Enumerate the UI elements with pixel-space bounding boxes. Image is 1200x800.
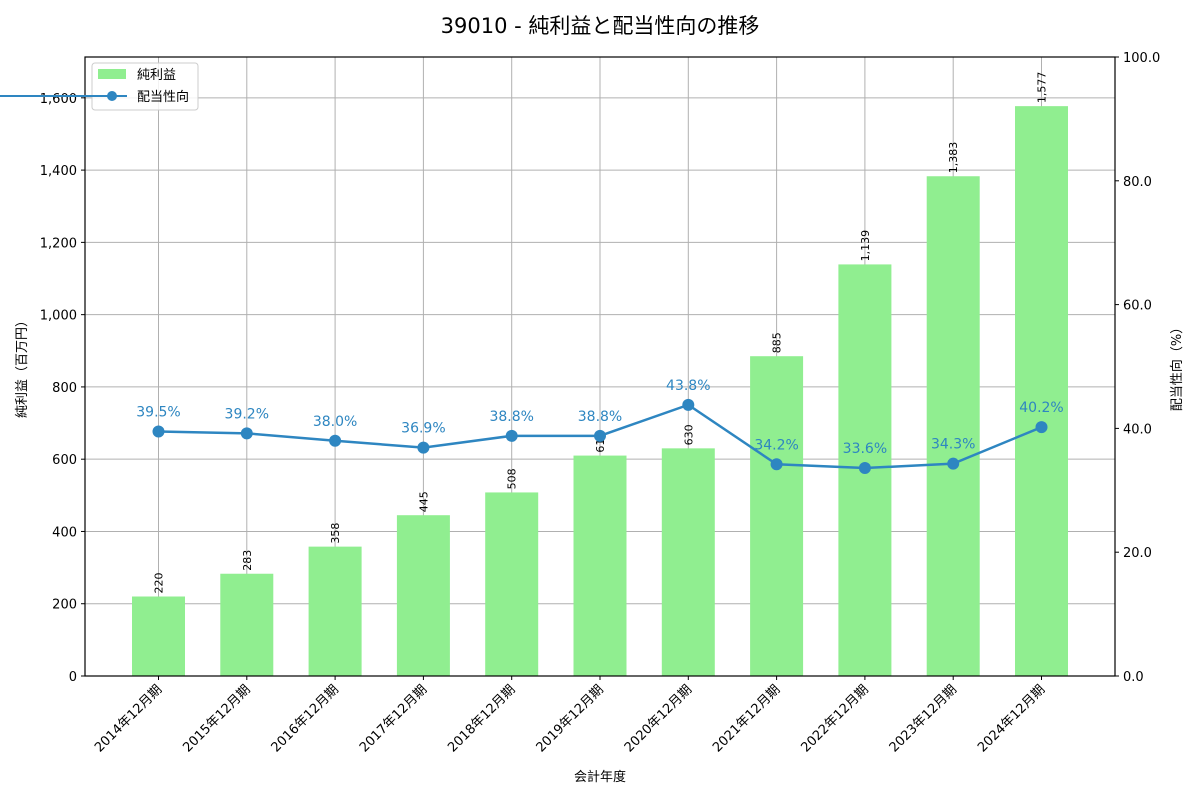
bar bbox=[220, 573, 274, 676]
bar-value-label: 885 bbox=[771, 332, 784, 353]
bar-value-label: 358 bbox=[329, 523, 342, 544]
line-marker bbox=[858, 462, 871, 475]
bar-value-label: 1,577 bbox=[1036, 72, 1049, 104]
bar bbox=[1015, 106, 1068, 677]
payout-ratio-label: 39.2% bbox=[225, 406, 269, 422]
bar bbox=[132, 596, 185, 676]
bar bbox=[661, 448, 715, 676]
right-tick-label: 100.0 bbox=[1123, 51, 1160, 66]
x-axis-title: 会計年度 bbox=[574, 769, 626, 785]
line-marker bbox=[594, 429, 606, 442]
line-marker bbox=[682, 398, 695, 411]
line-marker bbox=[329, 434, 342, 447]
line-marker bbox=[505, 429, 518, 442]
payout-ratio-line bbox=[152, 398, 1048, 475]
left-tick-label: 400 bbox=[52, 525, 77, 540]
payout-ratio-label: 34.3% bbox=[931, 437, 975, 453]
right-y-axis: 0.0 20.0 40.0 60.0 80.0 100.0 bbox=[1115, 51, 1160, 685]
category-label: 2015年12月期 bbox=[180, 682, 253, 755]
bar-value-label: 1,383 bbox=[947, 142, 960, 174]
left-tick-label: 1,400 bbox=[40, 164, 77, 179]
category-label: 2021年12月期 bbox=[710, 682, 783, 755]
category-label: 2020年12月期 bbox=[622, 682, 695, 755]
left-axis-title: 純利益（百万円） bbox=[15, 314, 30, 418]
payout-ratio-label: 43.8% bbox=[666, 378, 710, 394]
payout-ratio-label: 33.6% bbox=[843, 441, 887, 457]
chart-title: 39010 - 純利益と配当性向の推移 bbox=[440, 14, 760, 38]
line-marker bbox=[1035, 421, 1048, 434]
line-marker bbox=[152, 425, 165, 438]
bar bbox=[308, 546, 362, 676]
bar-value-label: 283 bbox=[241, 550, 254, 571]
legend-label-payout-ratio: 配当性向 bbox=[137, 89, 189, 105]
payout-ratio-label: 40.2% bbox=[1019, 400, 1063, 416]
bar bbox=[396, 515, 450, 676]
left-y-axis: 0 200 400 600 800 1,000 1,200 1,400 1,600 bbox=[40, 92, 85, 685]
left-tick-label: 1,600 bbox=[40, 92, 77, 107]
legend-bar-swatch bbox=[98, 69, 126, 79]
category-label: 2018年12月期 bbox=[445, 682, 518, 755]
category-label: 2019年12月期 bbox=[534, 682, 607, 755]
net-income-bars bbox=[132, 106, 1068, 677]
payout-ratio-label: 34.2% bbox=[754, 437, 798, 453]
legend-label-net-income: 純利益 bbox=[137, 68, 176, 83]
legend-marker-icon bbox=[107, 91, 117, 101]
bar bbox=[485, 492, 539, 676]
bar bbox=[750, 356, 804, 676]
right-tick-label: 60.0 bbox=[1123, 299, 1152, 314]
legend: 純利益 配当性向 bbox=[0, 62, 199, 111]
left-tick-label: 600 bbox=[52, 453, 77, 468]
payout-ratio-label: 38.8% bbox=[578, 409, 622, 425]
right-tick-label: 80.0 bbox=[1123, 175, 1152, 190]
left-tick-label: 200 bbox=[52, 598, 77, 613]
line-marker bbox=[417, 441, 430, 454]
bar-value-label: 630 bbox=[682, 424, 695, 445]
left-tick-label: 0 bbox=[69, 670, 77, 685]
line-marker bbox=[240, 427, 253, 440]
category-label: 2024年12月期 bbox=[975, 682, 1048, 755]
bar bbox=[573, 455, 627, 676]
left-tick-label: 1,000 bbox=[40, 309, 77, 324]
category-label: 2016年12月期 bbox=[269, 682, 342, 755]
category-label: 2014年12月期 bbox=[92, 682, 165, 755]
right-axis-title: 配当性向（%） bbox=[1169, 321, 1185, 411]
left-tick-label: 1,200 bbox=[40, 236, 77, 251]
bar-value-label: 220 bbox=[153, 573, 166, 594]
bar-value-label: 61 bbox=[594, 439, 607, 453]
x-axis: 2014年12月期 2015年12月期 2016年12月期 2017年12月期 2018… bbox=[92, 676, 1048, 756]
payout-ratio-label: 39.5% bbox=[136, 404, 180, 420]
category-label: 2022年12月期 bbox=[798, 682, 871, 755]
payout-ratio-label: 38.0% bbox=[313, 414, 357, 430]
category-label: 2023年12月期 bbox=[887, 682, 960, 755]
payout-ratio-labels: 39.5% 39.2% 38.0% 36.9% 38.8% 38.8% 43.8% 34.2%… bbox=[136, 378, 1063, 457]
bar-value-label: 1,139 bbox=[859, 230, 872, 262]
payout-ratio-label: 38.8% bbox=[489, 409, 533, 425]
right-tick-label: 40.0 bbox=[1123, 422, 1152, 437]
left-tick-label: 800 bbox=[52, 381, 77, 396]
bar-value-label: 508 bbox=[506, 468, 519, 489]
bar-value-labels: 220 283 358 445 508 61 630 885 1,139 1,383 1,577 bbox=[153, 72, 1049, 594]
category-label: 2017年12月期 bbox=[357, 682, 430, 755]
line-marker bbox=[947, 457, 960, 470]
bar bbox=[926, 176, 980, 676]
line-marker bbox=[770, 458, 783, 471]
right-tick-label: 20.0 bbox=[1123, 546, 1152, 561]
payout-ratio-label: 36.9% bbox=[401, 421, 445, 437]
right-tick-label: 0.0 bbox=[1123, 670, 1144, 685]
bar-value-label: 445 bbox=[417, 491, 430, 512]
